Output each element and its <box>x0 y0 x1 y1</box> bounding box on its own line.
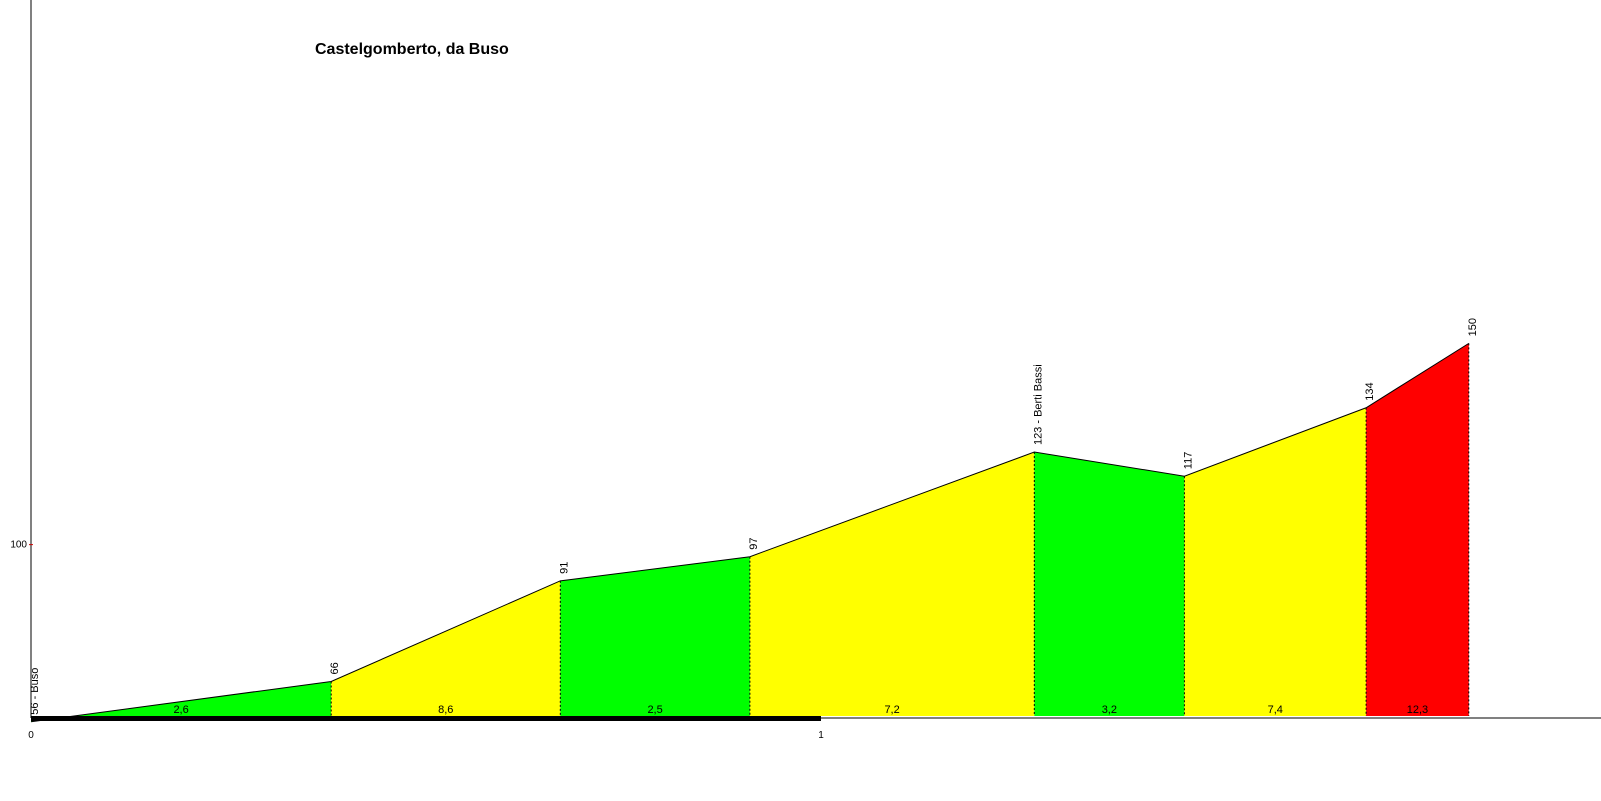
profile-segment-6 <box>1184 407 1367 716</box>
gradient-label-7: 12,3 <box>1407 704 1428 716</box>
elevation-label-1: 56 - Buso <box>29 668 41 715</box>
gradient-label-3: 2,5 <box>647 704 662 716</box>
gradient-labels: 2,6 8,6 2,5 7,2 3,2 7,4 12,3 <box>173 704 1428 716</box>
profile-segment-2 <box>331 580 561 716</box>
profile-segment-3 <box>560 556 750 716</box>
profile-segment-7 <box>1366 343 1469 716</box>
profile-segment-4 <box>749 452 1035 716</box>
profile-line <box>30 342 1470 723</box>
gradient-label-2: 8,6 <box>438 704 453 716</box>
profile-segments <box>31 343 1469 722</box>
gradient-label-5: 3,2 <box>1102 704 1117 716</box>
gradient-label-1: 2,6 <box>173 704 188 716</box>
distance-scale-bar <box>31 716 821 721</box>
segment-dividers <box>330 343 1470 716</box>
x-tick-label-2: 1 <box>818 730 824 741</box>
elevation-labels: 56 - Buso 66 91 97 123 - Berti Bassi 117 134 15… <box>29 318 1479 715</box>
elevation-label-3: 91 <box>558 562 570 574</box>
elevation-label-2: 66 <box>329 662 341 674</box>
x-tick-label-1: 0 <box>28 730 34 741</box>
elevation-label-8: 150 <box>1467 318 1479 336</box>
elevation-label-6: 117 <box>1182 452 1194 470</box>
y-axis-ticks: 100 <box>10 540 33 551</box>
gradient-label-6: 7,4 <box>1268 704 1283 716</box>
chart-title: Castelgomberto, da Buso <box>315 41 509 58</box>
elevation-label-4: 97 <box>748 537 760 549</box>
profile-segment-5 <box>1034 452 1185 716</box>
elevation-label-7: 134 <box>1364 382 1376 400</box>
gradient-label-4: 7,2 <box>884 704 899 716</box>
y-tick-label-1: 100 <box>10 540 27 551</box>
elevation-label-5: 123 - Berti Bassi <box>1032 364 1044 445</box>
